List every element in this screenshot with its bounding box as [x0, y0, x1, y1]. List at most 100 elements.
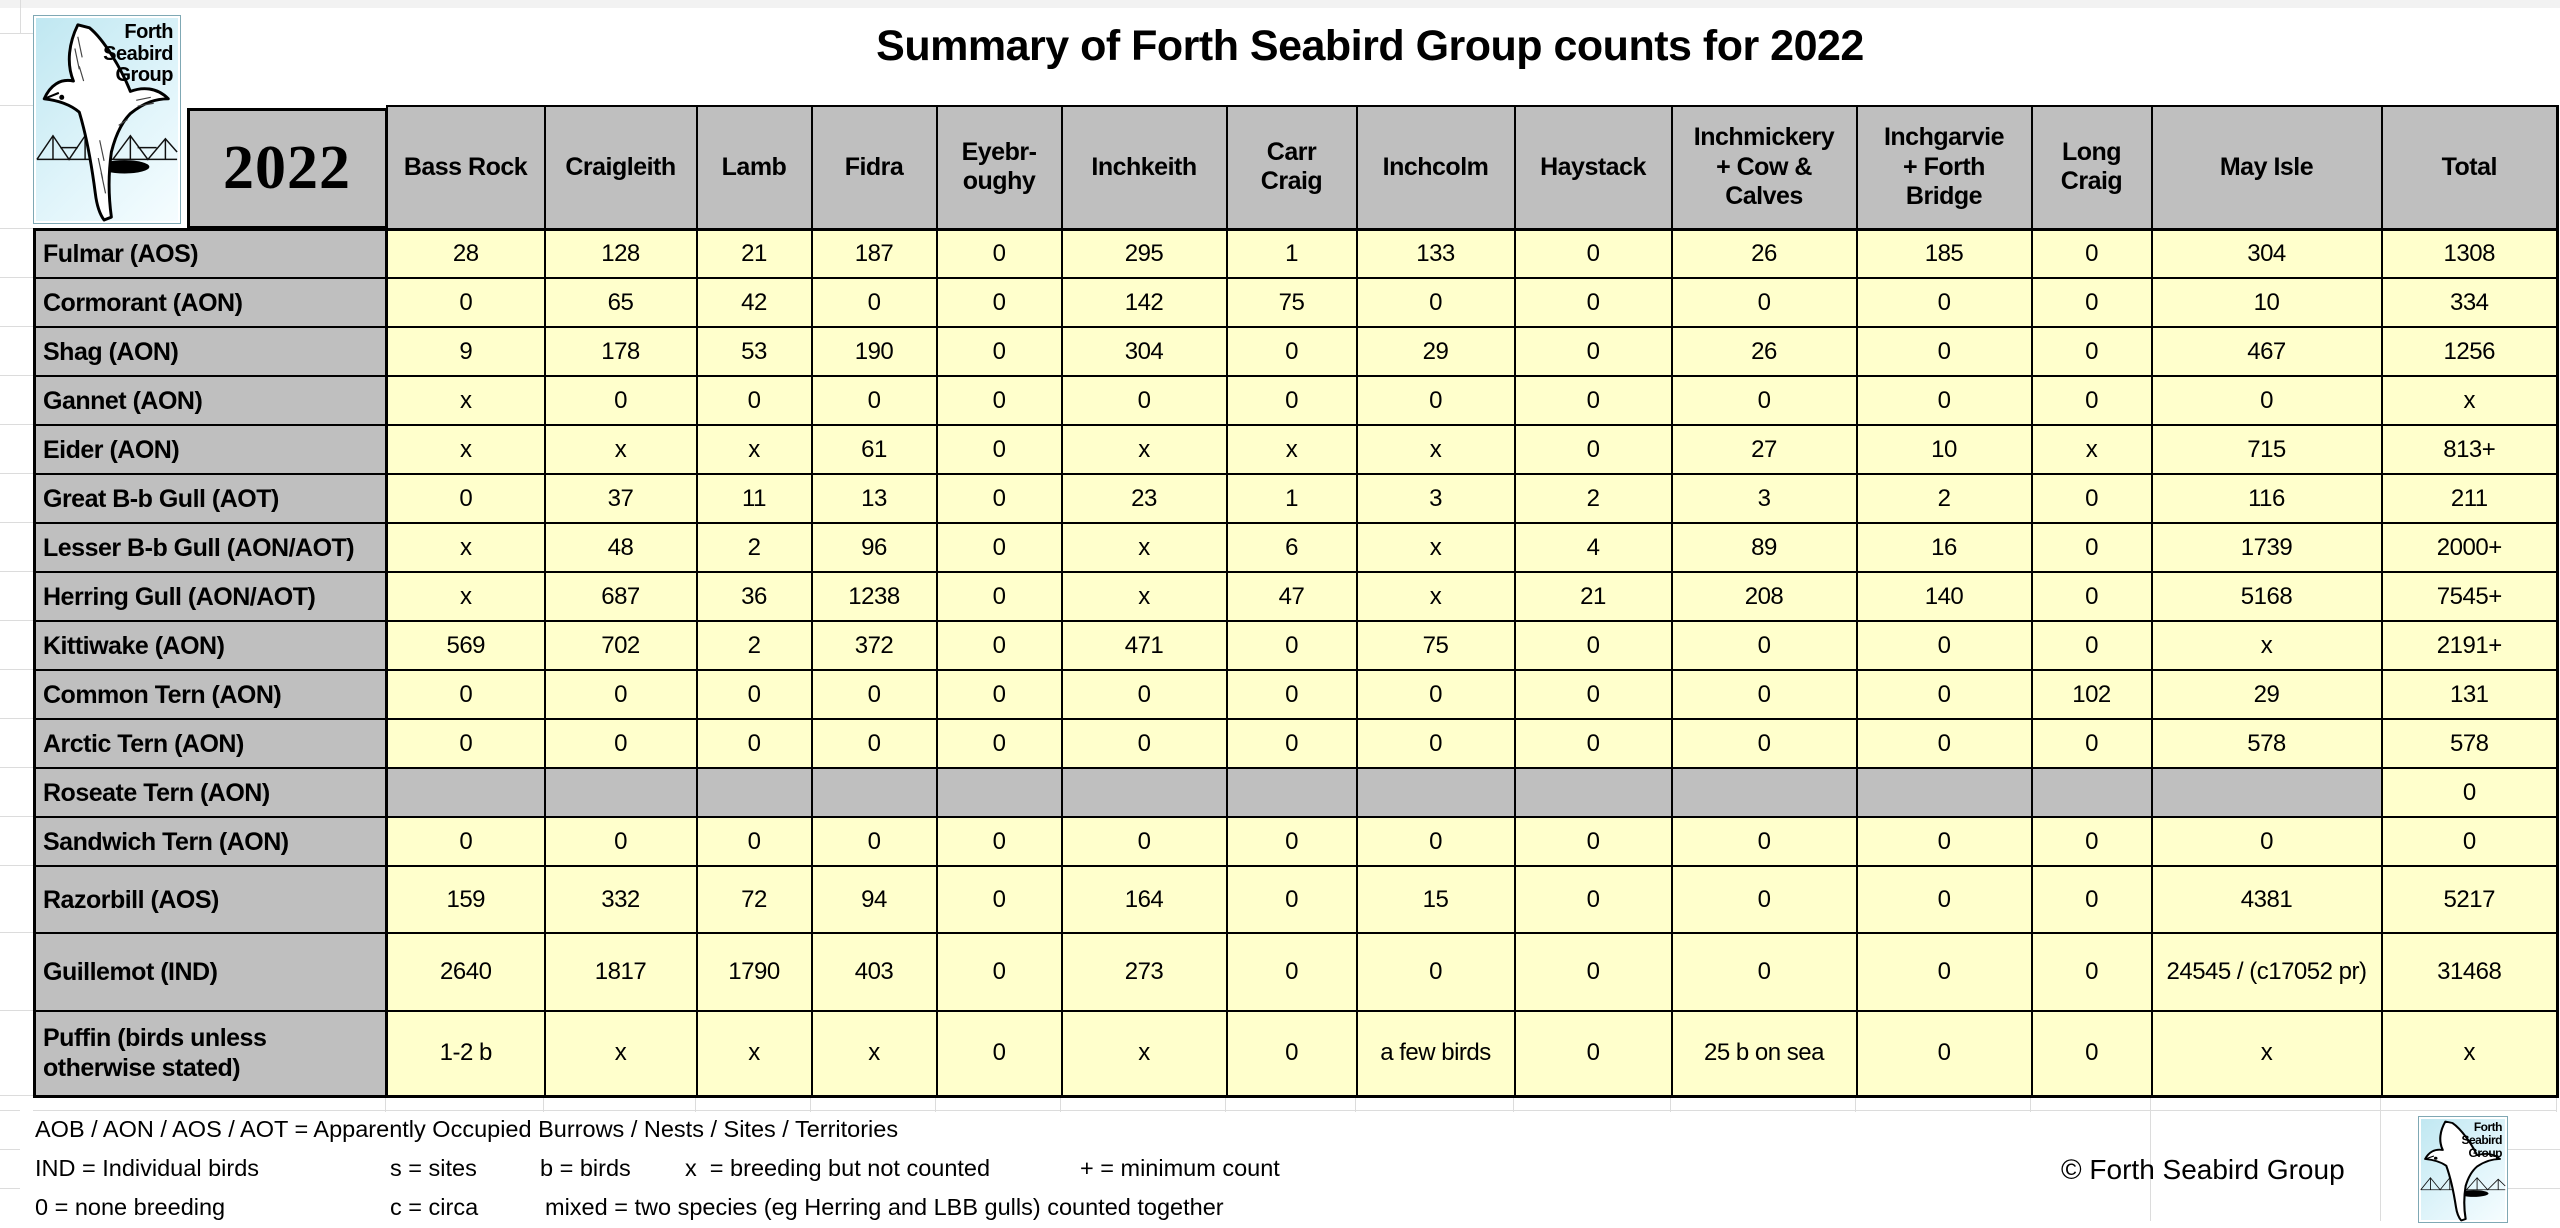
value-cell[interactable]: 190	[810, 326, 938, 377]
value-cell[interactable]: 0	[1513, 227, 1673, 279]
value-cell[interactable]: 0	[1513, 932, 1673, 1012]
value-cell[interactable]: 5168	[2150, 571, 2383, 622]
value-cell[interactable]: 0	[1670, 816, 1858, 867]
species-cell[interactable]: Eider (AON)	[33, 424, 388, 475]
column-header[interactable]: Lamb	[695, 105, 813, 230]
value-cell[interactable]: x	[2380, 375, 2559, 426]
value-cell[interactable]: x	[2030, 424, 2153, 475]
value-cell[interactable]: 0	[385, 277, 546, 328]
value-cell[interactable]: 21	[1513, 571, 1673, 622]
value-cell[interactable]: 28	[385, 227, 546, 279]
value-cell[interactable]: 164	[1060, 865, 1228, 934]
value-cell[interactable]: 0	[1855, 326, 2033, 377]
value-cell[interactable]: 72	[695, 865, 813, 934]
value-cell[interactable]: 0	[935, 424, 1063, 475]
value-cell[interactable]: 0	[2030, 718, 2153, 769]
value-cell[interactable]: x	[1060, 571, 1228, 622]
value-cell[interactable]: 0	[935, 571, 1063, 622]
value-cell[interactable]	[385, 767, 546, 818]
value-cell[interactable]: 1308	[2380, 227, 2559, 279]
value-cell[interactable]: 37	[543, 473, 698, 524]
value-cell[interactable]: x	[1060, 522, 1228, 573]
value-cell[interactable]: x	[1355, 571, 1516, 622]
value-cell[interactable]: 0	[385, 816, 546, 867]
value-cell[interactable]: 0	[2150, 375, 2383, 426]
value-cell[interactable]: 0	[935, 227, 1063, 279]
species-cell[interactable]: Shag (AON)	[33, 326, 388, 377]
species-cell[interactable]: Razorbill (AOS)	[33, 865, 388, 934]
value-cell[interactable]: 0	[2030, 620, 2153, 671]
value-cell[interactable]: 1238	[810, 571, 938, 622]
value-cell[interactable]: 0	[935, 620, 1063, 671]
species-cell[interactable]: Lesser B-b Gull (AON/AOT)	[33, 522, 388, 573]
value-cell[interactable]: 10	[1855, 424, 2033, 475]
value-cell[interactable]: 9	[385, 326, 546, 377]
value-cell[interactable]: 0	[1855, 718, 2033, 769]
value-cell[interactable]: 0	[1225, 375, 1358, 426]
column-header[interactable]: Craigleith	[543, 105, 698, 230]
value-cell[interactable]: 0	[2030, 865, 2153, 934]
value-cell[interactable]: 29	[1355, 326, 1516, 377]
value-cell[interactable]: 131	[2380, 669, 2559, 720]
value-cell[interactable]: 0	[1225, 865, 1358, 934]
value-cell[interactable]: 0	[1513, 620, 1673, 671]
value-cell[interactable]: 1739	[2150, 522, 2383, 573]
value-cell[interactable]: x	[385, 424, 546, 475]
value-cell[interactable]: 0	[1060, 718, 1228, 769]
species-cell[interactable]: Common Tern (AON)	[33, 669, 388, 720]
value-cell[interactable]: 0	[935, 277, 1063, 328]
value-cell[interactable]: 569	[385, 620, 546, 671]
value-cell[interactable]: 187	[810, 227, 938, 279]
value-cell[interactable]: 94	[810, 865, 938, 934]
value-cell[interactable]: 0	[810, 669, 938, 720]
value-cell[interactable]: x	[810, 1010, 938, 1098]
value-cell[interactable]: 0	[935, 522, 1063, 573]
value-cell[interactable]: 332	[543, 865, 698, 934]
value-cell[interactable]: 178	[543, 326, 698, 377]
value-cell[interactable]: 0	[1225, 932, 1358, 1012]
value-cell[interactable]: 96	[810, 522, 938, 573]
value-cell[interactable]: 26	[1670, 326, 1858, 377]
value-cell[interactable]: x	[1355, 522, 1516, 573]
value-cell[interactable]: 0	[1225, 326, 1358, 377]
value-cell[interactable]: 10	[2150, 277, 2383, 328]
value-cell[interactable]: 0	[695, 669, 813, 720]
value-cell[interactable]: 0	[1855, 816, 2033, 867]
value-cell[interactable]: 133	[1355, 227, 1516, 279]
value-cell[interactable]: 208	[1670, 571, 1858, 622]
species-cell[interactable]: Fulmar (AOS)	[33, 227, 388, 279]
value-cell[interactable]: 42	[695, 277, 813, 328]
value-cell[interactable]: 102	[2030, 669, 2153, 720]
value-cell[interactable]: 0	[1855, 375, 2033, 426]
value-cell[interactable]: 0	[935, 375, 1063, 426]
value-cell[interactable]: 31468	[2380, 932, 2559, 1012]
value-cell[interactable]: 0	[1355, 375, 1516, 426]
value-cell[interactable]: 1	[1225, 227, 1358, 279]
value-cell[interactable]	[1513, 767, 1673, 818]
value-cell[interactable]: 4	[1513, 522, 1673, 573]
value-cell[interactable]: 1817	[543, 932, 698, 1012]
value-cell[interactable]: 0	[1670, 375, 1858, 426]
value-cell[interactable]: 0	[1225, 718, 1358, 769]
species-cell[interactable]: Roseate Tern (AON)	[33, 767, 388, 818]
value-cell[interactable]: x	[1060, 1010, 1228, 1098]
value-cell[interactable]: 0	[810, 718, 938, 769]
value-cell[interactable]: 0	[2030, 932, 2153, 1012]
value-cell[interactable]: 24545 / (c17052 pr)	[2150, 932, 2383, 1012]
value-cell[interactable]: 1	[1225, 473, 1358, 524]
value-cell[interactable]: 0	[385, 718, 546, 769]
value-cell[interactable]	[1670, 767, 1858, 818]
value-cell[interactable]: 0	[2030, 227, 2153, 279]
value-cell[interactable]: 0	[935, 718, 1063, 769]
value-cell[interactable]: 0	[935, 932, 1063, 1012]
value-cell[interactable]: 0	[1513, 718, 1673, 769]
value-cell[interactable]: x	[695, 424, 813, 475]
value-cell[interactable]: 0	[935, 669, 1063, 720]
value-cell[interactable]: 0	[1670, 620, 1858, 671]
value-cell[interactable]: 0	[543, 375, 698, 426]
value-cell[interactable]: 89	[1670, 522, 1858, 573]
value-cell[interactable]: 7545+	[2380, 571, 2559, 622]
species-cell[interactable]: Great B-b Gull (AOT)	[33, 473, 388, 524]
value-cell[interactable]	[935, 767, 1063, 818]
column-header[interactable]: Carr Craig	[1225, 105, 1358, 230]
